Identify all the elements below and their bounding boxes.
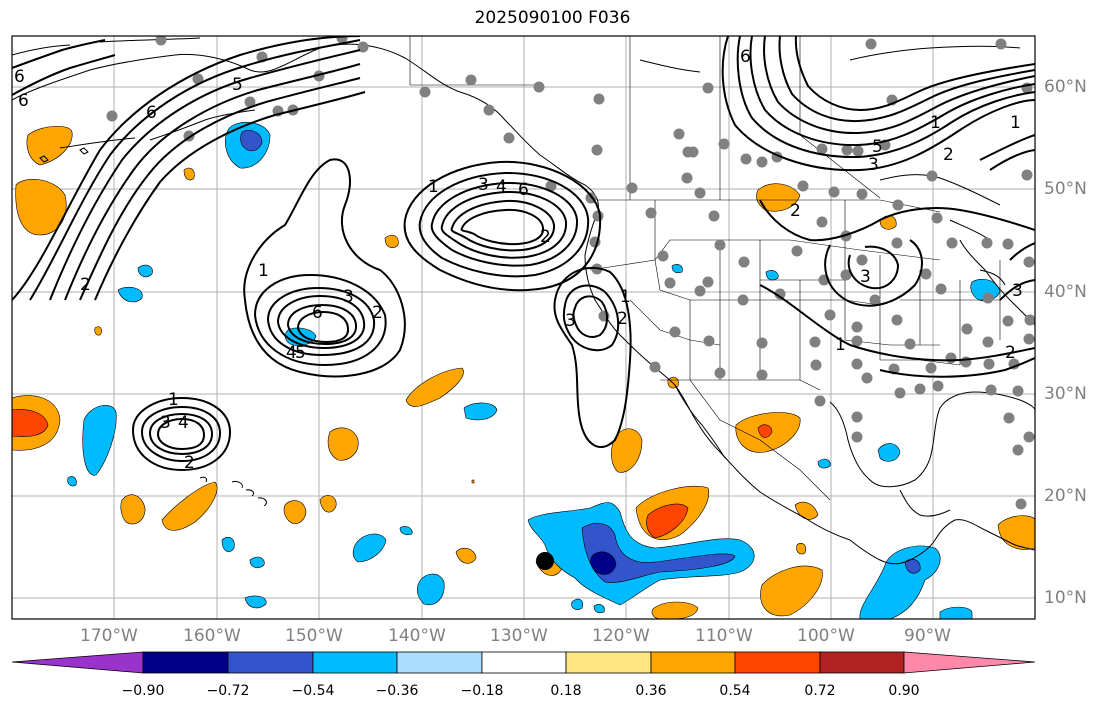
lat-label: 10°N [1044,588,1087,608]
contour-label: 5 [295,343,306,363]
contour-label: 2 [943,145,954,165]
contour-label: 1 [835,335,846,355]
contour-label: 6 [312,303,323,323]
contour-label: 3 [478,175,489,195]
colorbar-tick-label: −0.72 [206,683,250,699]
colorbar-segment [396,651,483,674]
contour-label: 1 [620,287,631,307]
contour-label: 6 [14,67,25,87]
lat-label: 40°N [1044,282,1087,302]
lon-label: 110°W [695,626,753,646]
lon-label: 160°W [183,626,241,646]
colorbar-tick-label: −0.54 [291,683,335,699]
contour-label: 6 [518,180,529,200]
contour-label: 2 [80,275,91,295]
colorbar-tick-label: −0.90 [121,683,165,699]
lat-label: 20°N [1044,486,1087,506]
colorbar-tick-label: 0.90 [888,683,920,699]
contour-label: 3 [1012,281,1023,301]
contour-label: 5 [872,137,883,157]
lon-label: 170°W [80,626,138,646]
contour-label: 2 [372,303,383,323]
colorbar-tick-label: 0.72 [804,683,836,699]
map-title: 2025090100 F036 [474,8,631,28]
contour-label: 5 [232,75,243,95]
colorbar-segment [819,651,905,674]
storm-center-marker [536,552,554,570]
lon-label: 120°W [592,626,650,646]
contour-label: 2 [540,227,551,247]
contour-label: 6 [146,103,157,123]
colorbar-tick-label: 0.18 [550,683,582,699]
colorbar-segment [312,651,398,674]
contour-label: 1 [258,261,269,281]
contour-label: 3 [160,413,171,433]
colorbar-tick-label: −0.18 [460,683,504,699]
contour-label: 2 [790,201,801,221]
map-area: 6 6 6 5 2 1 6 3 2 4 5 1 3 4 6 2 1 3 4 2 … [12,36,1035,619]
colorbar [11,651,1036,674]
lat-label: 30°N [1044,384,1087,404]
gridlines [12,36,1035,619]
contour-label: 2 [617,309,628,329]
lon-label: 140°W [388,626,446,646]
contour-label: 3 [868,155,879,175]
colorbar-segment [481,651,567,674]
contour-label: 4 [496,177,507,197]
contour-label: 6 [740,47,751,67]
contour-label: 1 [168,390,179,410]
contour-labels: 6 6 6 5 2 1 6 3 2 4 5 1 3 4 6 2 1 3 4 2 … [14,47,1023,473]
contour-label: 2 [184,453,195,473]
colorbar-segment [142,651,229,674]
shaded-anomalies [12,122,1035,619]
colorbar-segment [903,651,1036,674]
colorbar-tick-label: 0.54 [719,683,751,699]
contour-label: 1 [930,113,941,133]
contour-lines [12,36,1035,472]
colorbar-segment [227,651,314,674]
colorbar-segment [11,651,144,674]
lat-label: 50°N [1044,179,1087,199]
contour-label: 3 [343,287,354,307]
contour-label: 3 [565,311,576,331]
lon-label: 100°W [797,626,855,646]
lon-label: 90°W [904,626,951,646]
contour-label: 3 [860,267,871,287]
lat-label: 60°N [1044,77,1087,97]
map-frame [11,35,1036,620]
contour-label: 4 [286,343,297,363]
contour-label: 6 [18,91,29,111]
contour-label: 1 [428,177,439,197]
colorbar-tick-label: 0.36 [635,683,667,699]
contour-label: 1 [1010,113,1021,133]
colorbar-segment [734,651,821,674]
coastlines [12,37,1035,565]
contour-label: 4 [178,413,189,433]
colorbar-segment [565,651,652,674]
station-dots [106,36,1035,510]
contour-label: 2 [1005,343,1016,363]
colorbar-segment [650,651,736,674]
lon-label: 130°W [490,626,548,646]
colorbar-tick-label: −0.36 [375,683,419,699]
lon-label: 150°W [285,626,343,646]
